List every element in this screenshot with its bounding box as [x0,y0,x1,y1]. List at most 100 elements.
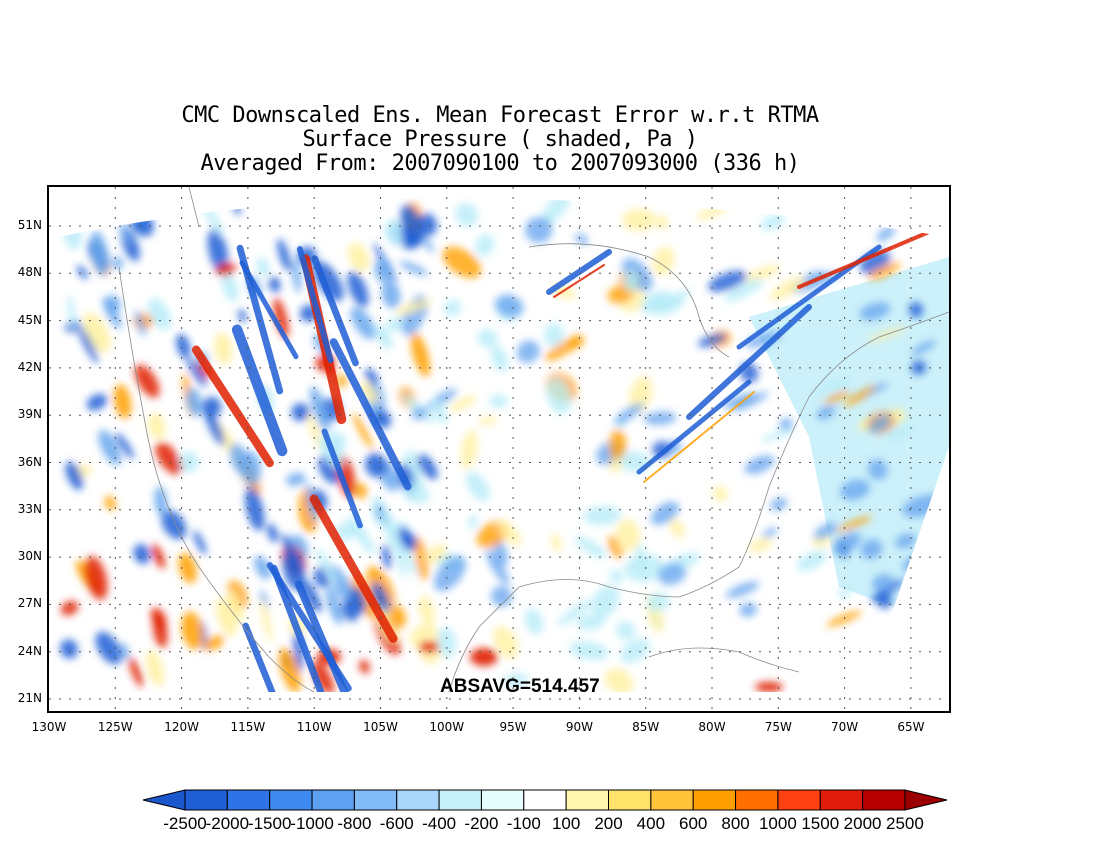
colorbar-swatch [819,789,864,811]
field-blob [837,587,852,598]
field-blob [574,536,607,559]
field-blob [655,215,668,230]
field-blob [475,234,495,257]
field-blob [859,302,891,321]
field-blob [350,306,376,340]
field-blob [886,425,913,440]
field-blob [583,505,621,526]
field-blob [911,360,927,375]
field-streak [643,391,755,483]
field-blob [419,233,434,253]
field-blob [544,322,564,347]
field-blob [712,486,728,502]
field-blob [516,340,540,363]
field-blob [365,368,379,385]
field-streak [553,264,605,298]
field-blob [455,202,479,227]
field-blob [629,376,653,413]
field-blob [868,262,901,280]
field-streak [309,494,398,643]
field-blob [614,402,644,425]
field-blob [113,384,132,419]
field-streak [191,345,274,468]
colorbar-label: -100 [506,814,541,833]
field-blob [460,429,478,470]
field-blob [386,317,407,332]
field-blob [414,537,429,581]
field-blob [67,294,76,331]
colorbar-label: -800 [337,814,372,833]
field-blob [490,585,512,607]
field-blob [911,339,936,356]
field-blob [207,228,229,274]
lon-label: 75W [764,720,792,734]
field-blob [359,660,370,674]
field-blob [434,555,466,592]
field-blob [525,216,553,243]
field-blob [569,641,609,661]
field-blob [119,220,130,245]
field-blob [193,530,207,555]
field-blob [815,378,850,395]
field-blob [769,276,806,301]
field-blob [151,543,166,569]
lon-label: 95W [499,720,527,734]
colorbar-label: 800 [721,814,750,833]
field-blob [624,554,665,582]
field-blob [779,417,793,431]
field-blob [840,479,870,501]
field-blob [307,412,324,451]
field-blob [669,518,685,538]
field-blob [443,299,462,317]
colorbar-label: 600 [679,814,708,833]
field-blob [418,595,435,627]
field-blob [134,310,146,337]
field-blob [470,648,498,666]
chart-title-line-3: Averaged From: 2007090100 to 2007093000 … [200,151,800,176]
field-streak [321,428,363,529]
field-blob [267,523,278,543]
field-streak [636,379,752,475]
field-streak [686,304,812,420]
graticule [49,187,949,711]
field-blob [286,472,306,487]
colorbar-label: -400 [422,814,457,833]
field-blob [657,563,687,586]
colorbar-swatch [650,789,694,811]
field-blob [646,592,670,612]
field-blob [112,256,124,270]
field-blob [557,599,593,626]
field-blob [154,486,168,517]
colorbar-swatch [862,789,906,811]
field-streak [242,622,315,692]
field-blob [697,333,727,348]
colorbar-swatch [353,789,398,811]
colorbar-label: -1000 [290,814,334,833]
lon-label: 70W [831,720,859,734]
field-blob [643,411,677,426]
colorbar-min-arrow [142,789,186,811]
colorbar-label: 200 [594,814,623,833]
error-field-map [49,187,949,711]
field-blob [65,461,83,491]
colorbar-label: 2000 [843,814,882,833]
lon-label: 100W [429,720,465,734]
field-blob [147,298,171,331]
field-blob [349,587,366,615]
field-blob [238,309,247,323]
field-blob [227,589,244,624]
field-streak [797,230,931,289]
field-blob [876,225,896,242]
field-blob [86,393,108,411]
field-streak [311,255,359,367]
field-blob [161,510,187,540]
field-blob [826,610,862,627]
colorbar-swatch [523,789,567,811]
field-blob [83,312,111,353]
colorbar-label: 400 [636,814,666,833]
field-blob [494,294,524,318]
field-blob [256,257,270,278]
field-blob [708,270,748,292]
colorbar-swatch [480,789,525,811]
field-blob [178,451,199,473]
